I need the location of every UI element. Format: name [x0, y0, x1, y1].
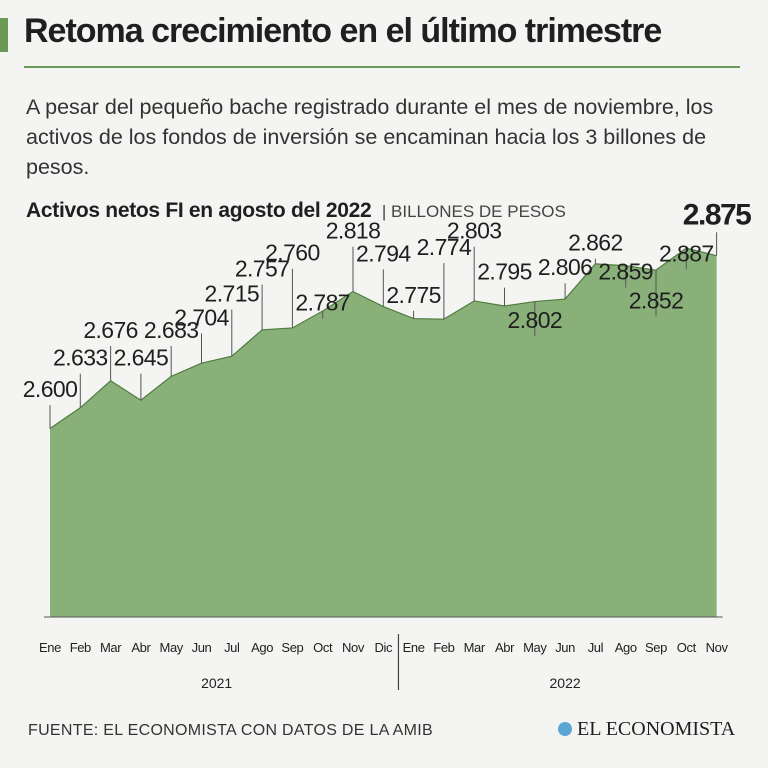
value-label: 2.806 [538, 254, 593, 280]
tick-label: Mar [464, 640, 486, 655]
chart-title: Activos netos FI en agosto del 2022 [26, 199, 372, 222]
page-subtitle: A pesar del pequeño bache registrado dur… [26, 95, 714, 179]
tick-label: Jul [588, 640, 604, 655]
brand-name: EL ECONOMISTA [577, 718, 736, 740]
tick-label: Dic [375, 640, 393, 655]
tick-label: Abr [131, 640, 151, 655]
value-label: 2.852 [629, 287, 684, 313]
value-label: 2.715 [205, 281, 260, 307]
tick-label: Ene [39, 640, 61, 655]
tick-label: Jun [192, 640, 212, 655]
tick-label: Jun [555, 640, 575, 655]
tick-label: Abr [495, 640, 515, 655]
year-label: 2021 [201, 675, 232, 691]
value-label: 2.859 [598, 259, 653, 285]
tick-label: Feb [433, 640, 454, 655]
tick-label: Mar [100, 640, 122, 655]
tick-label: May [523, 640, 547, 655]
tick-label: Ene [403, 640, 425, 655]
value-label: 2.676 [83, 317, 138, 343]
year-label: 2022 [550, 675, 581, 691]
tick-label: Ago [615, 640, 637, 655]
tick-label: Feb [70, 640, 91, 655]
value-label: 2.774 [417, 234, 472, 260]
value-label: 2.794 [356, 240, 411, 266]
tick-label: Sep [645, 640, 667, 655]
value-label: 2.760 [265, 240, 320, 266]
brand-logo: EL ECONOMISTA [558, 718, 735, 741]
source-note: FUENTE: EL ECONOMISTA CON DATOS DE LA AM… [28, 722, 433, 739]
page-title: Retoma crecimiento en el último trimestr… [24, 12, 662, 50]
value-label: 2.862 [568, 230, 623, 256]
value-label: 2.875 [683, 198, 751, 231]
chart-heading: Activos netos FI en agosto del 2022 | BI… [26, 199, 566, 223]
value-label: 2.818 [326, 218, 381, 244]
value-label: 2.757 [235, 255, 290, 281]
title-accent-bar [0, 18, 8, 52]
value-label: 2.600 [23, 376, 78, 402]
value-label: 2.802 [508, 307, 563, 333]
tick-label: Oct [677, 640, 697, 655]
value-label: 2.787 [295, 289, 350, 315]
area-fill [50, 248, 717, 617]
value-label: 2.887 [659, 240, 714, 266]
tick-label: Ago [251, 640, 273, 655]
title-divider [24, 66, 740, 68]
tick-label: May [160, 640, 184, 655]
tick-label: Nov [342, 640, 365, 655]
value-label: 2.645 [114, 345, 169, 371]
tick-label: Oct [313, 640, 333, 655]
value-label: 2.704 [174, 304, 229, 330]
tick-label: Nov [706, 640, 729, 655]
tick-label: Jul [224, 640, 240, 655]
value-label: 2.683 [144, 317, 199, 343]
value-label: 2.795 [477, 259, 532, 285]
value-label: 2.633 [53, 345, 108, 371]
globe-icon [558, 722, 572, 736]
tick-label: Sep [281, 640, 303, 655]
chart-unit: | BILLONES DE PESOS [381, 202, 566, 221]
value-label: 2.803 [447, 218, 502, 244]
value-label: 2.775 [386, 282, 441, 308]
